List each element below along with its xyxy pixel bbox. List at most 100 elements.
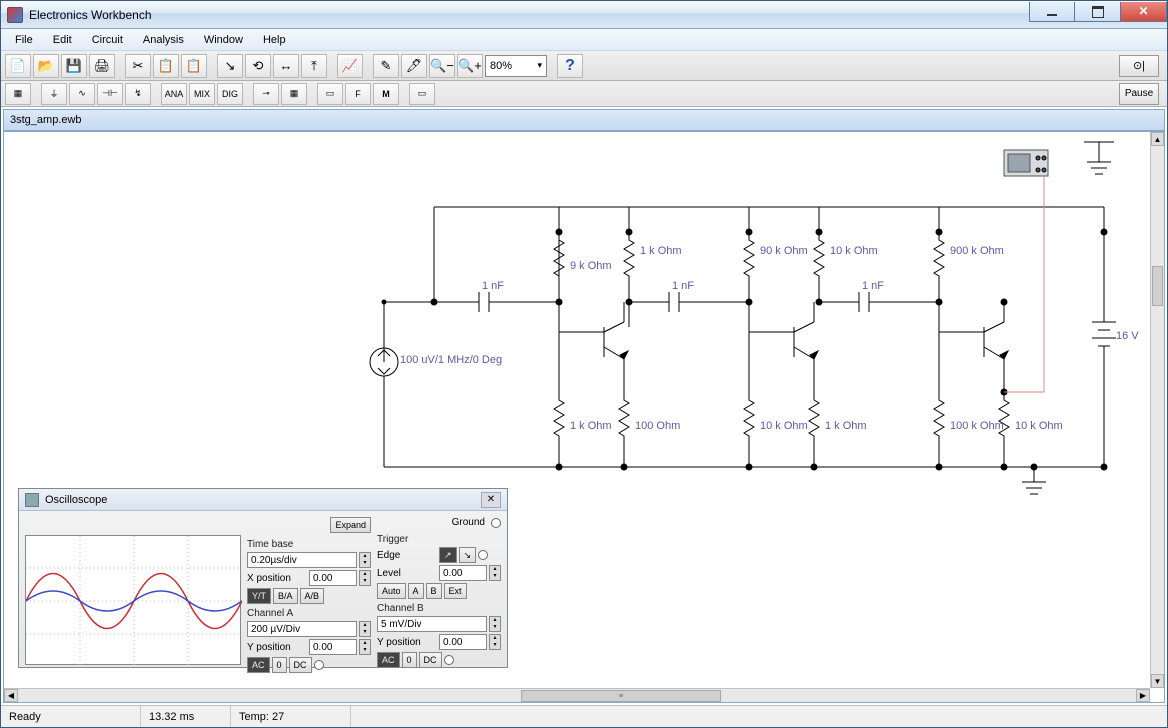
component-instr1-button[interactable]: ▭ — [317, 83, 343, 105]
osc-ground-label: Ground — [452, 517, 485, 528]
menu-circuit[interactable]: Circuit — [84, 32, 131, 48]
print-button[interactable]: 🖨 — [89, 54, 115, 78]
menu-file[interactable]: File — [7, 32, 41, 48]
oscilloscope-screen[interactable] — [25, 535, 241, 665]
osc-dc-b-button[interactable]: DC — [419, 652, 442, 668]
osc-timebase-spinner[interactable] — [359, 552, 371, 568]
osc-timebase-input[interactable]: 0.20µs/div — [247, 552, 357, 568]
osc-trig-ext-button[interactable]: Ext — [444, 583, 467, 599]
canvas-wrap: 100 uV/1 MHz/0 Deg 1 nF 9 k Ohm 1 k Ohm … — [3, 131, 1165, 703]
osc-edge-radio[interactable] — [478, 550, 488, 560]
osc-expand-button[interactable]: Expand — [330, 517, 371, 533]
menu-help[interactable]: Help — [255, 32, 294, 48]
osc-yposa-spinner[interactable] — [359, 639, 371, 655]
horizontal-scrollbar[interactable]: ◀ ≡ ▶ — [4, 688, 1150, 702]
component-diode-button[interactable]: ⊣⊢ — [97, 83, 123, 105]
maximize-button[interactable] — [1075, 2, 1121, 22]
scroll-right-arrow[interactable]: ▶ — [1136, 689, 1150, 702]
osc-edge-label: Edge — [377, 550, 437, 561]
component-sources-button[interactable]: ▦ — [5, 83, 31, 105]
vertical-scrollbar[interactable]: ▲ ▼ — [1150, 132, 1164, 688]
osc-edge-rise-button[interactable]: ↗ — [439, 547, 457, 563]
osc-cha-input[interactable]: 200 µV/Div — [247, 621, 357, 637]
osc-yposa-input[interactable]: 0.00 — [309, 639, 357, 655]
open-button[interactable]: 📂 — [33, 54, 59, 78]
r6-label: 1 k Ohm — [570, 420, 612, 432]
power-switch[interactable]: ⊙| — [1119, 55, 1159, 77]
component-basic-button[interactable]: ∿ — [69, 83, 95, 105]
osc-xpos-spinner[interactable] — [359, 570, 371, 586]
zoom-in-button[interactable]: 🔍+ — [457, 54, 483, 78]
component-mixed-button[interactable]: MIX — [189, 83, 215, 105]
zoom-select[interactable]: 80% — [485, 55, 547, 77]
osc-auto-button[interactable]: Auto — [377, 583, 406, 599]
osc-yposb-input[interactable]: 0.00 — [439, 634, 487, 650]
cut-button[interactable]: ✂ — [125, 54, 151, 78]
osc-ground-radio[interactable] — [491, 518, 501, 528]
component-indicator-button[interactable]: ▦ — [281, 83, 307, 105]
save-button[interactable]: 💾 — [61, 54, 87, 78]
component-ground-button[interactable]: ⏚ — [41, 83, 67, 105]
copy-button[interactable]: 📋 — [153, 54, 179, 78]
pause-button[interactable]: Pause — [1119, 83, 1159, 105]
graph-button[interactable]: 📈 — [337, 54, 363, 78]
component-analog-button[interactable]: ANA — [161, 83, 187, 105]
rotate-button[interactable]: ↘ — [217, 54, 243, 78]
osc-ab-button[interactable]: A/B — [300, 588, 325, 604]
toolbar-components: ▦ ⏚ ∿ ⊣⊢ ↯ ANA MIX DIG ⊸ ▦ ▭ F M ▭ Pause — [1, 81, 1167, 107]
osc-yposb-spinner[interactable] — [489, 634, 501, 650]
osc-chb-radio[interactable] — [444, 655, 454, 665]
osc-trig-a-button[interactable]: A — [408, 583, 424, 599]
osc-edge-fall-button[interactable]: ↘ — [459, 547, 477, 563]
osc-xpos-input[interactable]: 0.00 — [309, 570, 357, 586]
document-filename: 3stg_amp.ewb — [10, 114, 82, 126]
menu-window[interactable]: Window — [196, 32, 251, 48]
osc-level-input[interactable]: 0.00 — [439, 565, 487, 581]
flip-button[interactable]: ⟲ — [245, 54, 271, 78]
mirror-button[interactable]: ↔ — [273, 54, 299, 78]
osc-ba-button[interactable]: B/A — [273, 588, 298, 604]
oscilloscope-close-button[interactable]: ✕ — [481, 492, 501, 508]
osc-level-spinner[interactable] — [489, 565, 501, 581]
vscroll-thumb[interactable] — [1152, 266, 1163, 306]
component-misc-button[interactable]: M — [373, 83, 399, 105]
osc-cha-radio[interactable] — [314, 660, 324, 670]
osc-zero-b-button[interactable]: 0 — [402, 652, 417, 668]
pencil-button[interactable]: ✎ — [373, 54, 399, 78]
component-logic-button[interactable]: ⊸ — [253, 83, 279, 105]
align-button[interactable]: ⤒ — [301, 54, 327, 78]
menu-analysis[interactable]: Analysis — [135, 32, 192, 48]
oscilloscope-titlebar[interactable]: Oscilloscope ✕ — [19, 489, 507, 511]
osc-yposa-label: Y position — [247, 642, 307, 653]
minimize-button[interactable] — [1029, 2, 1075, 22]
pen-button[interactable]: 🖊 — [401, 54, 427, 78]
osc-dc-a-button[interactable]: DC — [289, 657, 312, 673]
component-transistor-button[interactable]: ↯ — [125, 83, 151, 105]
oscilloscope-window[interactable]: Oscilloscope ✕ — [18, 488, 508, 668]
osc-cha-spinner[interactable] — [359, 621, 371, 637]
hscroll-thumb[interactable]: ≡ — [521, 690, 721, 702]
paste-button[interactable]: 📋 — [181, 54, 207, 78]
close-button[interactable] — [1121, 2, 1167, 22]
menu-edit[interactable]: Edit — [45, 32, 80, 48]
oscilloscope-title: Oscilloscope — [45, 494, 107, 506]
osc-trig-b-button[interactable]: B — [426, 583, 442, 599]
osc-chb-spinner[interactable] — [489, 616, 501, 632]
component-digital-button[interactable]: DIG — [217, 83, 243, 105]
scroll-left-arrow[interactable]: ◀ — [4, 689, 18, 702]
titlebar: Electronics Workbench — [1, 1, 1167, 29]
zoom-out-button[interactable]: 🔍− — [429, 54, 455, 78]
osc-ac-b-button[interactable]: AC — [377, 652, 400, 668]
osc-zero-a-button[interactable]: 0 — [272, 657, 287, 673]
osc-ac-a-button[interactable]: AC — [247, 657, 270, 673]
help-button[interactable]: ? — [557, 54, 583, 78]
component-display-button[interactable]: ▭ — [409, 83, 435, 105]
scroll-down-arrow[interactable]: ▼ — [1151, 674, 1164, 688]
new-button[interactable]: 📄 — [5, 54, 31, 78]
scroll-up-arrow[interactable]: ▲ — [1151, 132, 1164, 146]
component-instr2-button[interactable]: F — [345, 83, 371, 105]
document-titlebar: 3stg_amp.ewb — [3, 109, 1165, 131]
osc-chb-input[interactable]: 5 mV/Div — [377, 616, 487, 632]
schematic-canvas[interactable]: 100 uV/1 MHz/0 Deg 1 nF 9 k Ohm 1 k Ohm … — [4, 132, 1150, 688]
osc-yt-button[interactable]: Y/T — [247, 588, 271, 604]
